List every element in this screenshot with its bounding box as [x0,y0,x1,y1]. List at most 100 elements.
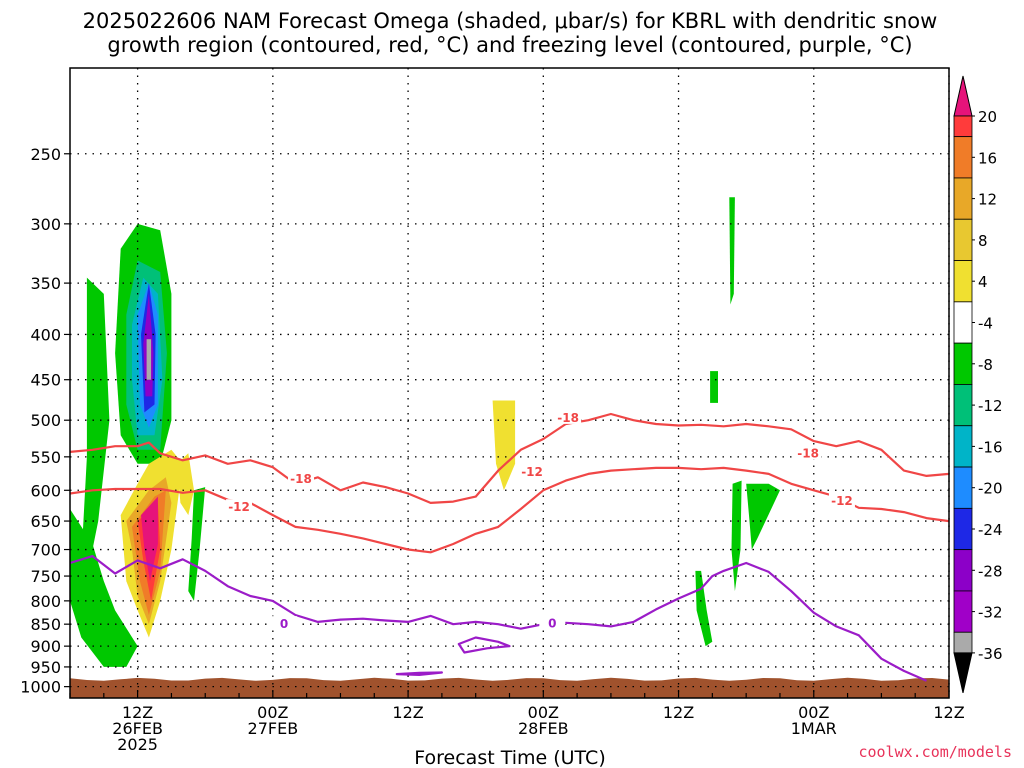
colorbar-top-arrow [953,75,973,117]
y-tick-label: 850 [30,615,61,634]
x-tick-label: 12Z [933,703,964,722]
chart-title-line-2: growth region (contoured, red, °C) and f… [107,33,912,57]
y-tick-label: 350 [30,274,61,293]
x-tick-label: 12Z [122,703,153,722]
colorbar-segment [953,115,973,138]
colorbar: 20 16 12 8 4 -4 -8 -12 -16 -20 -24 -28 -32 -36 [953,75,1003,694]
y-tick-label: 400 [30,325,61,344]
colorbar-label: 16 [978,149,997,167]
x-tick-label: 12Z [663,703,694,722]
colorbar-segment [953,342,973,385]
colorbar-label: -28 [978,562,1003,580]
omega-shaded-region-16 [492,400,516,491]
omega-shaded-region-13 [141,496,158,582]
plot-frame [69,67,950,699]
contour-label-bg [555,409,582,424]
contour-label-dgz_minus18: -18 [557,411,579,425]
y-tick-label: 600 [30,481,61,500]
grid-lines [70,68,950,698]
colorbar-label: -16 [978,438,1003,456]
colorbar-segment [953,631,973,654]
omega-shaded-region-0 [81,277,110,561]
omega-shaded-region-21 [695,570,713,647]
y-tick-label: 1000 [20,678,61,697]
credit-link[interactable]: coolwx.com/models [858,743,1012,761]
contour-label-dgz_minus18: -18 [797,446,819,460]
colorbar-segment [953,466,973,509]
x-tick-label: 1MAR [791,719,837,738]
colorbar-label: -24 [978,521,1003,539]
omega-shaded-region-18 [710,371,718,403]
contour-label-freezing_level_0: 0 [548,616,556,630]
colorbar-label: 8 [978,232,988,250]
contour-lines: -18 -12 0 -18 -18 -12 -12 0 [70,409,949,682]
colorbar-label: -4 [978,315,993,333]
plot-area [70,197,949,698]
colorbar-segment [953,218,973,261]
x-tick-label: 00Z [798,703,829,722]
colorbar-label: 20 [978,108,997,126]
colorbar-segment [953,425,973,468]
y-axis: 250 300 350 400 450 500 550 600 650 700 750 800 850 9… [20,145,70,697]
colorbar-label: -36 [978,645,1003,663]
y-tick-label: 650 [30,512,61,531]
x-tick-label: 00Z [257,703,288,722]
contour-label-bg [795,445,822,460]
omega-shaded-region-17 [729,197,735,305]
y-tick-label: 450 [30,371,61,390]
y-tick-label: 300 [30,215,61,234]
x-tick-label: 2025 [117,735,158,754]
colorbar-label: 12 [978,191,997,209]
colorbar-bottom-arrow [953,652,973,694]
omega-shaded-region-14 [177,453,194,516]
y-tick-label: 250 [30,145,61,164]
colorbar-segment [953,590,973,633]
y-tick-label: 700 [30,541,61,560]
terrain-band [70,677,949,698]
y-tick-label: 800 [30,592,61,611]
x-axis-title: Forecast Time (UTC) [414,747,605,768]
contour-dgz_minus12 [70,466,949,554]
x-tick-label: 00Z [528,703,559,722]
contour-label-freezing_level_0: 0 [280,617,288,631]
omega-shaded-region-1 [70,509,138,667]
colorbar-segment [953,507,973,551]
contour-label-dgz_minus12: -12 [521,465,543,479]
colorbar-label: -32 [978,604,1003,622]
contour-label-bg [539,615,566,630]
colorbar-segment [953,177,973,220]
x-tick-label: 27FEB [248,719,299,738]
colorbar-segment [953,384,973,427]
contour-label-bg [226,499,253,514]
colorbar-segment [953,301,973,344]
contour-label-dgz_minus18: -18 [290,472,312,486]
colorbar-label: -8 [978,356,993,374]
omega-shaded-region-8 [146,339,152,380]
omega-shaded-region-15 [188,487,206,601]
contour-label-dgz_minus12: -12 [228,500,250,514]
contour-label-bg [288,471,315,486]
colorbar-segment [953,136,973,179]
chart-title-line-1: 2025022606 NAM Forecast Omega (shaded, μ… [83,9,938,33]
contour-freezing_level_0 [70,555,927,682]
y-tick-label: 950 [30,658,61,677]
x-tick-label: 26FEB [112,719,163,738]
colorbar-label: 4 [978,273,988,291]
contour-label-bg [828,493,855,508]
contour-label-bg [519,463,546,478]
x-tick-label: 12Z [392,703,423,722]
y-tick-label: 550 [30,448,61,467]
colorbar-segment [953,549,973,592]
y-tick-label: 750 [30,567,61,586]
omega-shaded-region-19 [746,483,780,550]
x-tick-label: 28FEB [518,719,569,738]
contour-freezing_level_0_closed_a [457,636,511,654]
contour-freezing_level_0_closed_b [395,671,443,676]
colorbar-label: -20 [978,480,1003,498]
y-tick-label: 900 [30,637,61,656]
colorbar-label: -12 [978,397,1003,415]
omega-shaded-region-20 [731,480,742,592]
contour-label-dgz_minus12: -12 [831,494,853,508]
